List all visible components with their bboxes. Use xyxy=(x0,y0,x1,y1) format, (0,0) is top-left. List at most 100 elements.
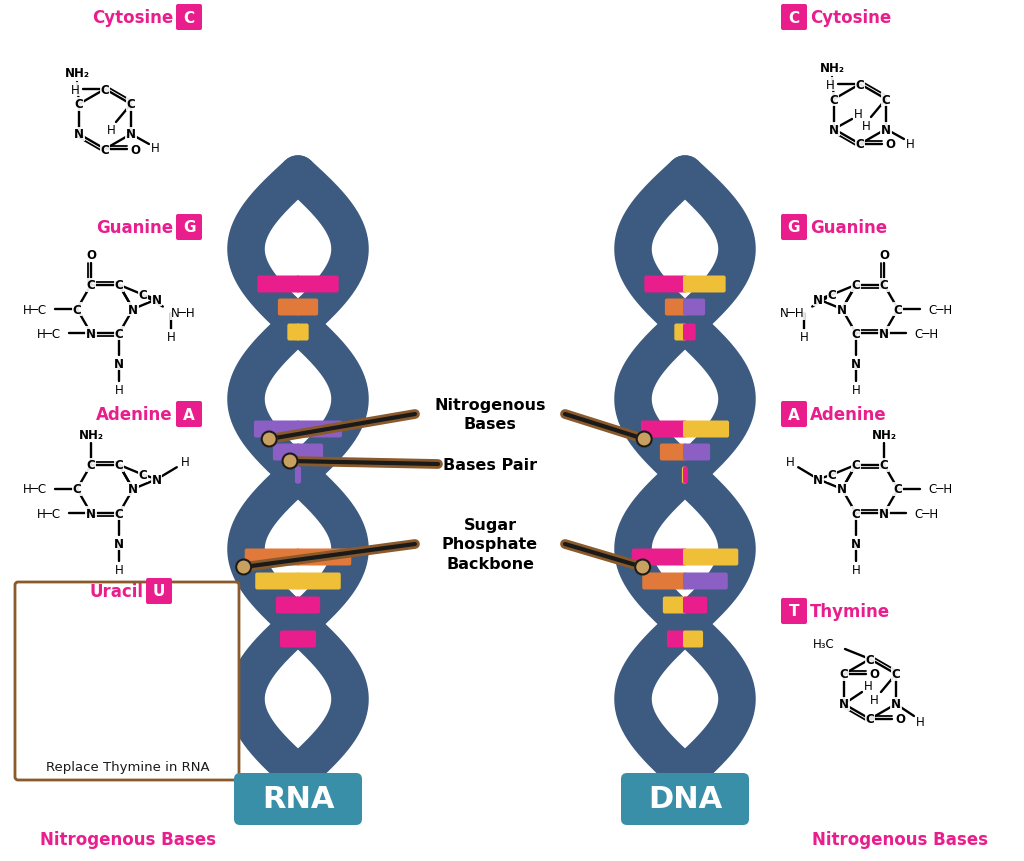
Text: C: C xyxy=(827,468,837,481)
Text: C: C xyxy=(892,668,900,681)
FancyBboxPatch shape xyxy=(146,579,172,604)
FancyBboxPatch shape xyxy=(245,548,300,566)
Text: Adenine: Adenine xyxy=(810,406,887,424)
Text: O: O xyxy=(109,658,119,671)
Text: N: N xyxy=(813,294,823,307)
Text: C: C xyxy=(115,507,123,520)
Text: H: H xyxy=(106,124,116,138)
Text: H: H xyxy=(852,383,860,396)
Text: C: C xyxy=(829,93,839,107)
Text: N: N xyxy=(829,123,839,136)
Text: C: C xyxy=(80,658,88,671)
FancyBboxPatch shape xyxy=(296,421,342,438)
FancyBboxPatch shape xyxy=(176,214,202,241)
Text: H: H xyxy=(915,715,925,728)
FancyBboxPatch shape xyxy=(254,421,300,438)
Text: H: H xyxy=(800,331,809,344)
Text: O: O xyxy=(895,713,905,726)
FancyBboxPatch shape xyxy=(642,573,687,590)
FancyBboxPatch shape xyxy=(682,467,687,484)
Text: C: C xyxy=(100,84,110,96)
FancyBboxPatch shape xyxy=(659,444,687,461)
Text: C: C xyxy=(852,507,860,520)
FancyBboxPatch shape xyxy=(781,214,807,241)
Text: NH₂: NH₂ xyxy=(79,429,103,442)
Circle shape xyxy=(283,454,298,469)
Text: C─H: C─H xyxy=(928,483,952,496)
Text: H: H xyxy=(825,78,835,91)
Text: C: C xyxy=(183,10,195,26)
FancyBboxPatch shape xyxy=(683,631,703,647)
Text: N: N xyxy=(128,483,138,496)
Text: H: H xyxy=(863,679,872,693)
Text: N: N xyxy=(74,128,84,141)
Text: U: U xyxy=(153,584,165,598)
FancyBboxPatch shape xyxy=(683,467,688,484)
FancyBboxPatch shape xyxy=(296,276,339,293)
Text: Cytosine: Cytosine xyxy=(92,9,173,27)
Text: O: O xyxy=(86,249,96,262)
Text: H: H xyxy=(852,563,860,576)
Text: Thymine: Thymine xyxy=(810,603,890,620)
Text: Replace Thymine in RNA: Replace Thymine in RNA xyxy=(46,760,210,773)
FancyBboxPatch shape xyxy=(288,324,300,341)
Text: NH₂: NH₂ xyxy=(819,61,845,74)
FancyBboxPatch shape xyxy=(176,5,202,31)
Text: Sugar
Phosphate
Backbone: Sugar Phosphate Backbone xyxy=(442,517,538,572)
FancyBboxPatch shape xyxy=(663,597,687,614)
Text: N─H: N─H xyxy=(171,307,196,319)
FancyBboxPatch shape xyxy=(296,467,301,484)
Text: H: H xyxy=(115,383,123,396)
Text: N: N xyxy=(114,537,124,550)
Text: H: H xyxy=(869,694,879,707)
Circle shape xyxy=(637,432,651,447)
Text: H: H xyxy=(861,120,870,133)
Text: G: G xyxy=(787,220,800,235)
Text: C: C xyxy=(73,303,81,316)
FancyBboxPatch shape xyxy=(278,299,300,316)
FancyBboxPatch shape xyxy=(296,597,321,614)
FancyBboxPatch shape xyxy=(632,548,687,566)
Circle shape xyxy=(237,560,251,575)
Text: O: O xyxy=(130,143,140,157)
FancyBboxPatch shape xyxy=(683,299,706,316)
Text: Guanine: Guanine xyxy=(810,219,887,237)
FancyBboxPatch shape xyxy=(683,276,726,293)
Text: DNA: DNA xyxy=(648,784,722,814)
Text: Bases Pair: Bases Pair xyxy=(443,457,537,472)
Text: H: H xyxy=(76,643,84,656)
Text: N: N xyxy=(881,123,891,136)
FancyBboxPatch shape xyxy=(257,276,300,293)
Text: C: C xyxy=(882,93,890,107)
FancyBboxPatch shape xyxy=(272,444,300,461)
Text: C: C xyxy=(105,703,115,715)
Text: O: O xyxy=(135,703,145,715)
Text: N: N xyxy=(86,327,96,340)
Text: Nitrogenous
Bases: Nitrogenous Bases xyxy=(434,397,546,432)
FancyBboxPatch shape xyxy=(296,324,308,341)
Text: C: C xyxy=(788,10,800,26)
Text: N: N xyxy=(128,303,138,316)
Text: H: H xyxy=(180,455,189,468)
FancyBboxPatch shape xyxy=(15,582,239,780)
Text: C: C xyxy=(852,279,860,292)
FancyBboxPatch shape xyxy=(683,444,710,461)
Text: C: C xyxy=(856,139,864,152)
Text: H─C: H─C xyxy=(23,303,47,316)
Text: C: C xyxy=(138,468,147,481)
Text: C: C xyxy=(115,459,123,472)
FancyBboxPatch shape xyxy=(781,5,807,31)
Text: N─H: N─H xyxy=(779,307,804,319)
Text: N: N xyxy=(152,474,162,486)
Text: C: C xyxy=(865,713,874,726)
Text: H: H xyxy=(115,563,123,576)
Text: C: C xyxy=(894,303,902,316)
Text: C: C xyxy=(138,288,147,301)
Text: C: C xyxy=(105,643,115,656)
Text: N: N xyxy=(131,688,141,701)
FancyBboxPatch shape xyxy=(683,597,708,614)
Text: C: C xyxy=(852,327,860,340)
Text: N: N xyxy=(813,474,823,486)
Text: H─C: H─C xyxy=(37,327,61,340)
FancyBboxPatch shape xyxy=(683,421,729,438)
